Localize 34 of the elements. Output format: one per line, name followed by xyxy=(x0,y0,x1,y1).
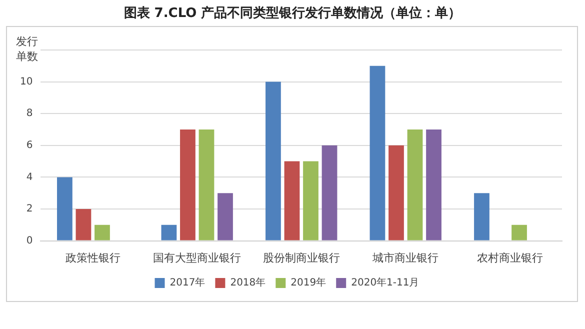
legend-label: 2020年1-11月 xyxy=(351,276,420,289)
bar xyxy=(407,130,423,240)
y-tick-label: 0 xyxy=(26,235,33,246)
bar xyxy=(76,209,92,240)
bar xyxy=(161,224,177,240)
bar xyxy=(512,224,527,240)
x-tick-label: 农村商业银行 xyxy=(476,251,543,264)
bar xyxy=(57,177,72,240)
legend-label: 2019年 xyxy=(290,276,326,289)
legend-label: 2017年 xyxy=(170,276,206,289)
y-tick-label: 2 xyxy=(26,204,33,215)
bar xyxy=(303,161,318,240)
bar xyxy=(426,130,442,240)
bar xyxy=(474,193,490,240)
chart-title: 图表 7.CLO 产品不同类型银行发行单数情况（单位：单） xyxy=(122,4,462,22)
bar xyxy=(370,66,386,240)
y-axis-title: 发行单数 xyxy=(16,34,39,64)
bar xyxy=(198,130,214,240)
x-tick-label: 城市商业银行 xyxy=(372,251,439,264)
y-tick-label: 4 xyxy=(26,172,33,183)
bar xyxy=(266,82,281,240)
bar xyxy=(218,193,233,240)
y-tick-label: 10 xyxy=(20,76,33,88)
x-tick-label: 国有大型商业银行 xyxy=(153,251,242,264)
x-tick-label: 股份制商业银行 xyxy=(262,251,340,264)
bar xyxy=(94,224,110,240)
y-tick-label: 6 xyxy=(26,140,33,151)
bar xyxy=(388,145,404,240)
bar xyxy=(180,130,196,240)
legend-label: 2018年 xyxy=(230,276,266,289)
x-tick-label: 政策性银行 xyxy=(65,251,120,264)
bar xyxy=(284,161,300,240)
bar xyxy=(322,145,338,240)
y-tick-label: 8 xyxy=(26,108,33,120)
